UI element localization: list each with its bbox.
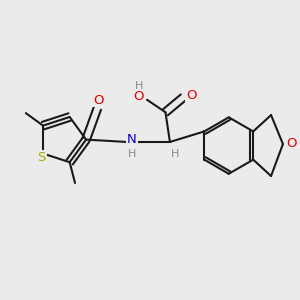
- Text: H: H: [134, 80, 143, 91]
- Text: H: H: [171, 149, 179, 159]
- Text: O: O: [134, 90, 144, 103]
- Text: S: S: [38, 151, 46, 164]
- Text: H: H: [128, 149, 136, 159]
- Text: O: O: [186, 89, 196, 102]
- Text: N: N: [127, 133, 137, 146]
- Text: O: O: [93, 94, 104, 106]
- Text: O: O: [286, 137, 297, 150]
